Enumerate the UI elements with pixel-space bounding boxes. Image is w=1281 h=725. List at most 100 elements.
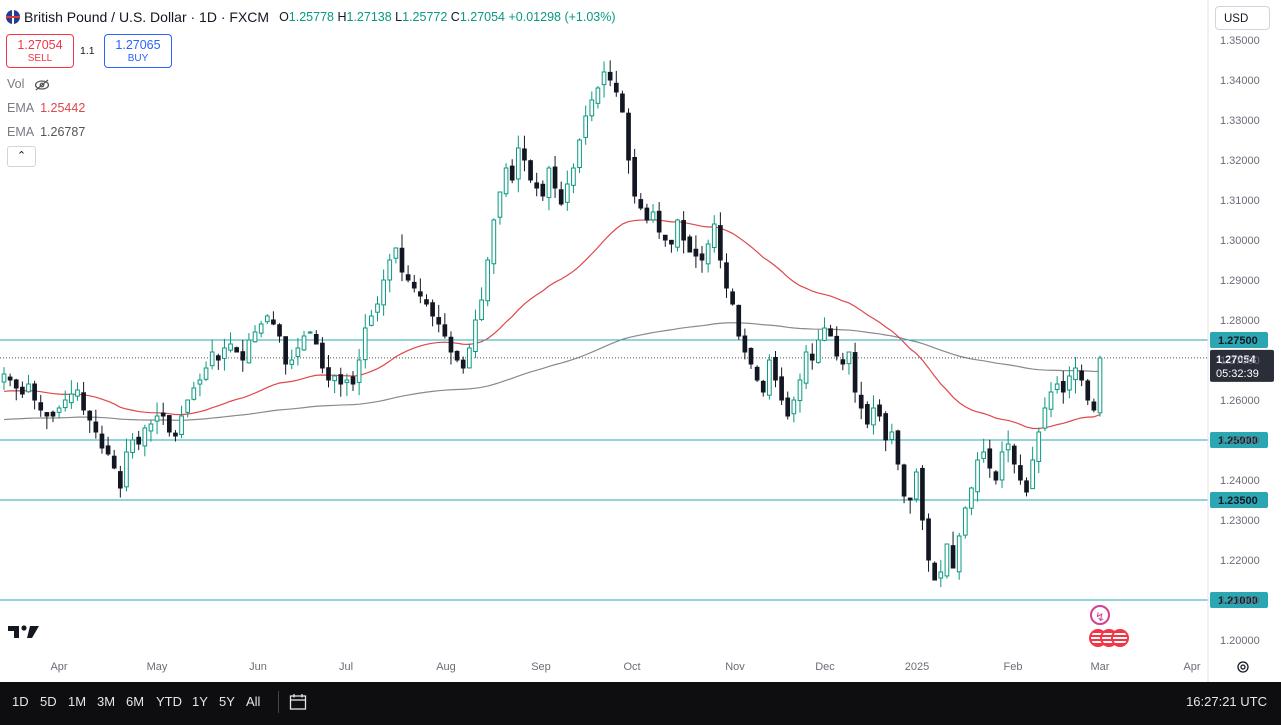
candle-body [197,379,203,385]
candle-body [938,571,944,579]
x-tick-label: Dec [815,661,835,673]
candle-body [564,183,570,203]
eye-crossed-icon[interactable] [34,79,50,91]
candle-body [179,415,184,436]
candle-body [1024,480,1029,493]
level-label: 1.27500 [1218,335,1258,347]
candle-body [595,87,601,104]
candle-body [424,299,429,305]
candle-body [99,433,105,449]
level-label-bg [1210,592,1268,608]
level-label: 1.25000 [1218,435,1258,447]
candle-body [969,487,974,509]
candle-body [301,335,307,351]
candle-body [93,421,99,433]
candle-body [283,336,288,365]
candle-body [797,379,803,402]
candle-body [75,389,80,397]
tradingview-logo[interactable] [8,620,44,646]
timeframe-1d[interactable]: 1D [12,694,29,709]
candle-body [877,404,882,417]
gear-icon[interactable] [1236,660,1250,674]
utc-clock: 16:27:21 UTC [1186,694,1267,709]
collapse-indicators-button[interactable]: ⌃ [7,146,36,167]
timeframe-all[interactable]: All [246,694,261,709]
y-tick-label: 1.22000 [1220,555,1260,567]
x-tick-label: Apr [50,661,67,673]
ema-slow-value: 1.26787 [40,125,86,139]
candle-body [111,455,117,469]
candle-body [399,247,405,273]
candle-body [718,225,723,261]
level-label-bg [1210,492,1268,508]
candle-body [1036,431,1042,462]
timeframe-3m[interactable]: 3M [97,694,116,709]
candle-body [656,210,662,233]
candle-body [846,351,852,365]
candle-body [975,459,980,493]
candle-body [1018,465,1023,481]
candle-body [913,471,919,500]
candle-body [626,112,631,161]
candle-body [669,239,674,245]
ema-slow-indicator[interactable]: EMA 1.26787 [7,125,86,139]
volume-indicator[interactable]: Vol [7,77,50,91]
candle-body [724,262,729,289]
candle-body [601,71,607,86]
timeframe-5d[interactable]: 5D [40,694,57,709]
candle-body [571,167,576,186]
candle-body [185,399,191,413]
candle-body [271,319,276,325]
candle-body [834,335,840,357]
symbol-title[interactable]: British Pound / U.S. Dollar · 1D · FXCM [24,9,270,25]
ema-fast-indicator[interactable]: EMA 1.25442 [7,101,86,115]
candle-body [87,410,93,421]
candle-body [26,383,31,393]
candle-body [981,451,987,459]
candle-body [215,355,221,361]
candle-body [148,423,154,432]
spread-value: 1.1 [80,45,95,57]
candle-body [883,413,889,441]
y-tick-label: 1.24000 [1220,475,1260,487]
timeframe-6m[interactable]: 6M [126,694,145,709]
candle-body [754,366,760,381]
candle-body [1079,370,1084,381]
timeframe-1m[interactable]: 1M [68,694,87,709]
buy-button[interactable]: 1.27065 BUY [104,34,172,68]
candle-body [289,359,295,365]
candle-body [607,71,613,81]
close-value: 1.27054 [459,10,506,24]
candle-body [1085,380,1091,401]
us-flag-icon[interactable] [1089,629,1131,649]
y-tick-label: 1.27000 [1220,355,1260,367]
x-tick-label: Feb [1004,661,1023,673]
candle-body [944,543,950,577]
candle-body [356,359,362,383]
lightning-icon[interactable]: ↯ [1090,605,1110,625]
calendar-range-icon[interactable] [289,693,307,711]
timeframe-5y[interactable]: 5Y [219,694,235,709]
sell-button[interactable]: 1.27054 SELL [6,34,74,68]
y-tick-label: 1.29000 [1220,275,1260,287]
x-tick-label: Mar [1091,661,1110,673]
candle-body [252,331,258,343]
currency-button[interactable]: USD [1215,6,1270,30]
candle-body [375,303,380,313]
candle-body [479,299,484,321]
candle-body [687,236,693,253]
time-axis: Apr May Jun Jul Aug Sep Oct Nov Dec 2025 Feb Mar Apr [50,661,1200,673]
candle-body [1091,401,1097,411]
candle-body [326,367,331,381]
candle-body [203,367,209,380]
candle-body [748,347,754,365]
candle-body [20,386,25,395]
candle-body [675,219,680,248]
timeframe-ytd[interactable]: YTD [156,694,182,709]
candle-body [816,339,821,363]
candle-body [105,445,111,455]
timeframe-1y[interactable]: 1Y [192,694,208,709]
price-chart[interactable]: 1.27500 1.25000 1.23500 1.21000 1.27054 05:32… [0,0,1281,682]
candle-body [387,259,393,281]
candle-body [362,327,368,361]
